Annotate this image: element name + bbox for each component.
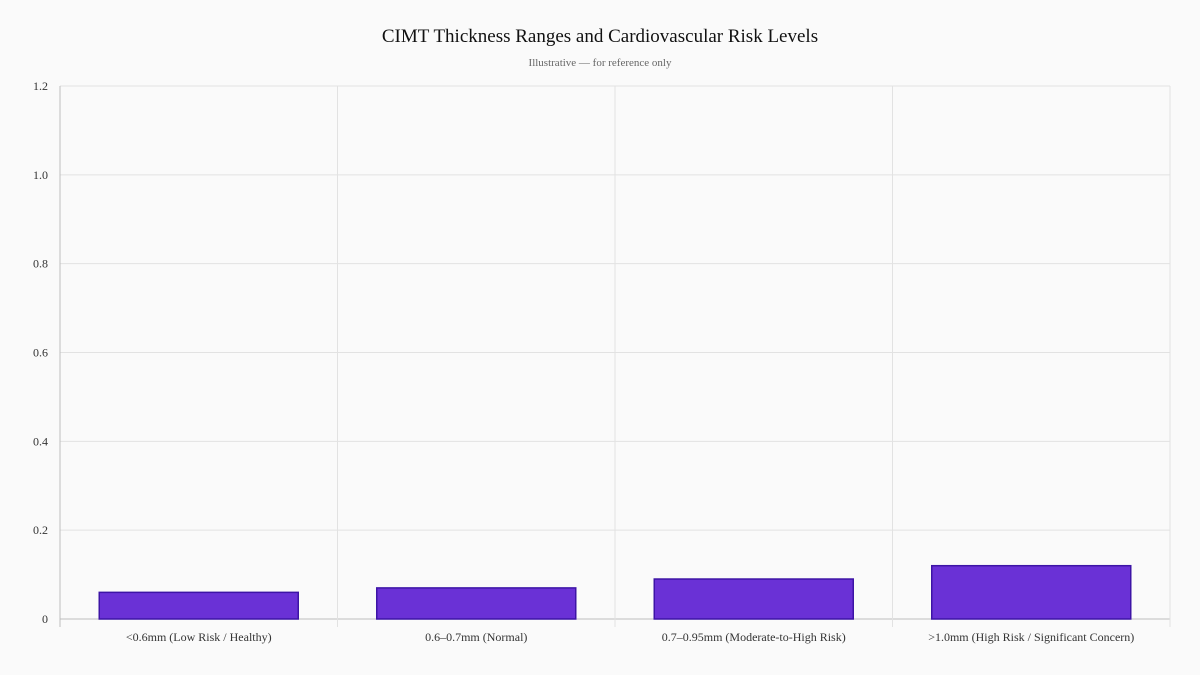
x-tick-label: >1.0mm (High Risk / Significant Concern) xyxy=(928,630,1134,644)
y-tick-label: 0.8 xyxy=(33,257,48,271)
x-tick-label: 0.6–0.7mm (Normal) xyxy=(425,630,527,644)
bar xyxy=(376,587,577,620)
bar xyxy=(653,578,854,620)
y-tick-label: 0.2 xyxy=(33,523,48,537)
x-tick-label: <0.6mm (Low Risk / Healthy) xyxy=(126,630,272,644)
y-tick-label: 1.0 xyxy=(33,168,48,182)
y-tick-label: 0.4 xyxy=(33,434,48,448)
bar xyxy=(98,591,299,620)
y-tick-label: 0 xyxy=(42,612,48,626)
y-tick-label: 0.6 xyxy=(33,346,48,360)
bar xyxy=(931,564,1132,620)
y-axis-ticks: 0 0.2 0.4 0.6 0.8 1.0 1.2 xyxy=(33,79,48,626)
x-axis-ticks: <0.6mm (Low Risk / Healthy) 0.6–0.7mm (No… xyxy=(126,630,1134,644)
chart-title: CIMT Thickness Ranges and Cardiovascular… xyxy=(381,26,819,47)
y-tick-label: 1.2 xyxy=(33,79,48,93)
grid xyxy=(59,85,1171,627)
bars xyxy=(98,564,1132,620)
x-tick-label: 0.7–0.95mm (Moderate-to-High Risk) xyxy=(662,630,846,644)
chart-subtitle: Illustrative — for reference only xyxy=(528,57,672,69)
